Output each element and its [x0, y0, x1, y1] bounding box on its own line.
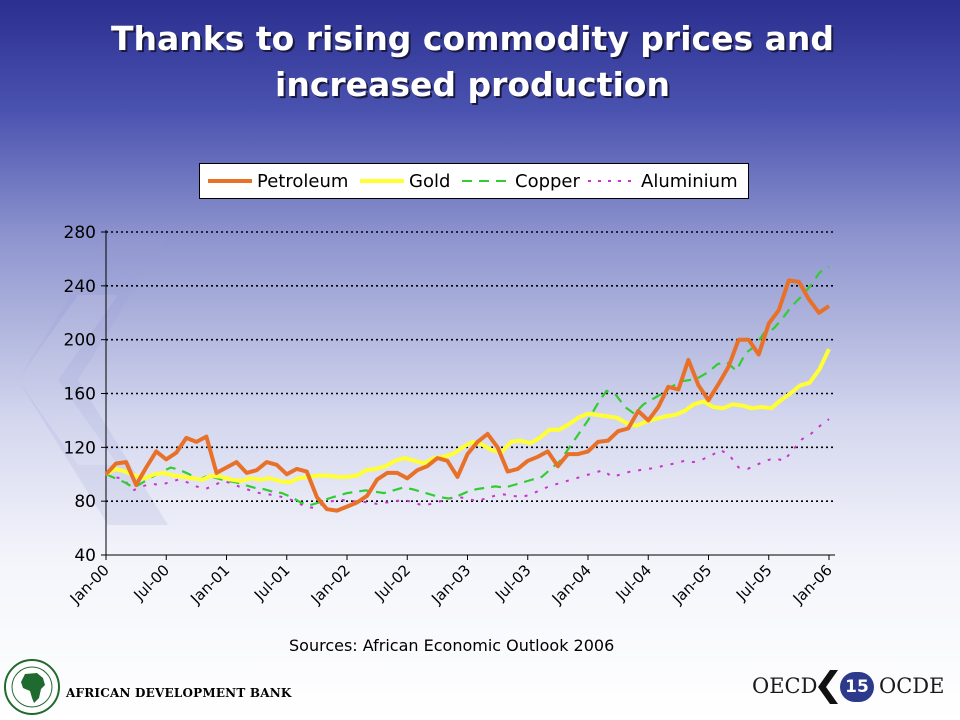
y-tick-label: 280 [64, 223, 96, 243]
page-number-badge: 15 [840, 672, 874, 702]
x-tick-label: Jul-01 [250, 561, 294, 605]
x-tick-label: Jul-00 [130, 561, 174, 605]
legend-label: Petroleum [257, 170, 349, 192]
y-tick-label: 240 [64, 277, 96, 297]
series-line-petroleum [104, 278, 831, 513]
copper-line-icon [462, 180, 510, 182]
series-line-gold [105, 348, 831, 485]
x-tick-label: Jul-03 [491, 561, 535, 605]
gold-line-icon [360, 179, 404, 183]
title-line-1: Thanks to rising commodity prices and [111, 19, 834, 58]
x-tick-label: Jul-04 [612, 561, 656, 605]
x-tick-label: Jan-06 [789, 561, 836, 608]
legend-item-aluminium: Aluminium [588, 164, 738, 198]
chevron-watermark-icon [18, 235, 168, 525]
x-tick-label: Jan-05 [668, 561, 715, 608]
legend-label: Copper [515, 170, 580, 192]
y-tick-label: 160 [64, 385, 96, 405]
y-tick-label: 40 [74, 546, 96, 566]
commodity-price-chart: 40 80 120 160 200 240 280 Jan-00 Jul-00 Jan-01 Jul… [64, 223, 836, 608]
ocde-label: OCDE [879, 674, 945, 698]
x-tick-label: Jan-02 [307, 561, 354, 608]
legend-label: Gold [409, 170, 451, 192]
petroleum-line-icon [208, 179, 252, 183]
y-tick-label: 120 [64, 438, 96, 458]
african-development-bank-logo [4, 659, 60, 715]
y-tick-label: 80 [74, 492, 96, 512]
legend-item-gold: Gold [360, 164, 450, 198]
oecd-chevron-icon [818, 670, 838, 704]
x-tick-label: Jul-05 [732, 561, 776, 605]
slide-title: Thanks to rising commodity prices and in… [0, 16, 945, 108]
series-line-copper [105, 266, 830, 507]
x-tick-label: Jul-02 [371, 561, 415, 605]
bank-name: AFRICAN DEVELOPMENT BANK [66, 686, 292, 700]
x-tick-label: Jan-01 [186, 561, 233, 608]
source-note: Sources: African Economic Outlook 2006 [289, 636, 615, 655]
x-tick-label: Jan-00 [66, 561, 113, 608]
legend-label: Aluminium [641, 170, 738, 192]
x-tick-label: Jan-04 [548, 561, 595, 608]
title-line-2: increased production [275, 65, 670, 104]
x-tick-label: Jan-03 [427, 561, 474, 608]
y-tick-label: 200 [64, 331, 96, 351]
legend-item-petroleum: Petroleum [208, 164, 348, 198]
oecd-label: OECD [752, 674, 818, 698]
legend-item-copper: Copper [462, 164, 580, 198]
chart-legend: Petroleum Gold Copper Aluminium [199, 163, 749, 199]
aluminium-line-icon [588, 180, 636, 182]
